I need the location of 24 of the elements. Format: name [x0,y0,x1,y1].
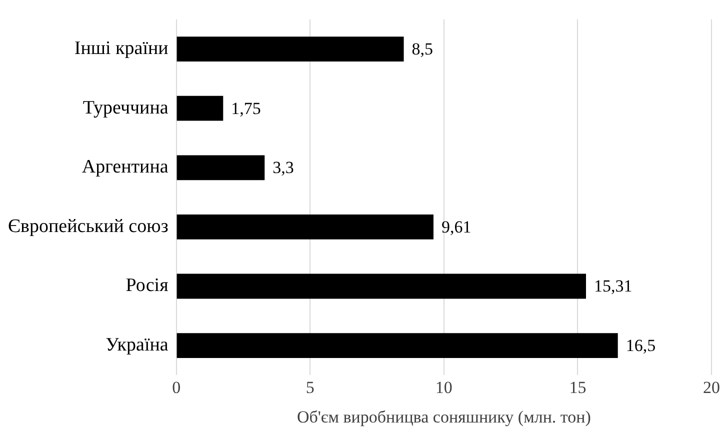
bar [176,274,586,299]
bar [176,36,404,62]
y-tick-label: Європейський союз [8,216,168,237]
x-axis-title: Об'єм виробницва соняшнику (млн. тон) [296,407,591,426]
data-label: 9,61 [441,217,472,236]
bar [176,96,224,121]
x-tick-label: 15 [569,378,586,397]
data-label: 16,5 [626,336,656,356]
y-tick-label: Туреччина [82,97,169,118]
data-label: 8,5 [412,40,434,59]
data-label: 3,3 [272,158,294,178]
y-tick-label: Інші країни [74,38,168,60]
data-label: 1,75 [231,98,261,118]
x-tick-label: 5 [306,378,314,397]
bar [176,155,265,180]
bar [176,214,434,240]
bar [176,333,618,358]
y-tick-label: Аргентина [82,156,169,178]
data-label: 15,31 [594,276,632,296]
y-tick-label: Росія [126,275,169,296]
x-tick-label: 20 [703,378,720,397]
x-tick-label: 0 [172,378,181,397]
y-tick-label: Україна [106,334,169,356]
x-tick-label: 10 [435,378,452,397]
